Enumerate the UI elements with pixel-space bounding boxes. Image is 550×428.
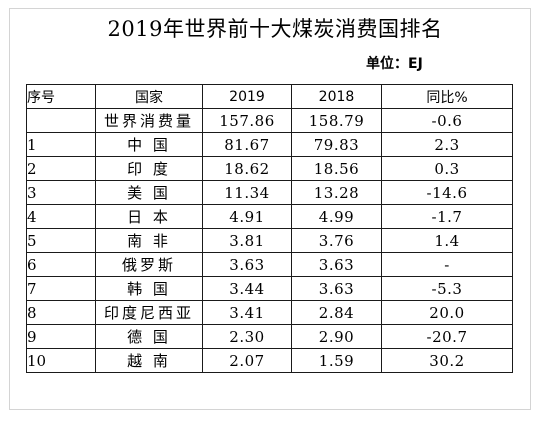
rank-cell: 9 xyxy=(26,324,96,349)
yoy-cell: 1.4 xyxy=(381,228,513,253)
country-cell: 俄罗斯 xyxy=(95,252,203,277)
rank-cell: 8 xyxy=(26,300,96,325)
value-2019-cell: 18.62 xyxy=(202,156,292,181)
value-2019-cell: 11.34 xyxy=(202,180,292,205)
rank-cell xyxy=(26,108,96,133)
country-cell: 越 南 xyxy=(95,348,203,373)
value-2018-cell: 2.84 xyxy=(291,300,382,325)
country-cell: 南 非 xyxy=(95,228,203,253)
country-cell: 韩 国 xyxy=(95,276,203,301)
country-cell: 德 国 xyxy=(95,324,203,349)
rank-cell: 6 xyxy=(26,252,96,277)
value-2019-cell: 157.86 xyxy=(202,108,292,133)
value-2019-cell: 4.91 xyxy=(202,204,292,229)
yoy-cell: -14.6 xyxy=(381,180,513,205)
table-row: 8 印度尼西亚 3.41 2.84 20.0 xyxy=(26,300,513,325)
value-2018-cell: 4.99 xyxy=(291,204,382,229)
value-2019-cell: 3.41 xyxy=(202,300,292,325)
yoy-cell: 0.3 xyxy=(381,156,513,181)
yoy-cell: -1.7 xyxy=(381,204,513,229)
header-2018: 2018 xyxy=(291,84,382,109)
yoy-cell: -5.3 xyxy=(381,276,513,301)
rank-cell: 4 xyxy=(26,204,96,229)
yoy-cell: 2.3 xyxy=(381,132,513,157)
value-2018-cell: 1.59 xyxy=(291,348,382,373)
rank-cell: 10 xyxy=(26,348,96,373)
value-2019-cell: 3.63 xyxy=(202,252,292,277)
value-2018-cell: 2.90 xyxy=(291,324,382,349)
country-cell: 印 度 xyxy=(95,156,203,181)
ranking-table: 序号 国家 2019 2018 同比% 世界消费量 157.86 158.79 -0.… xyxy=(26,84,513,373)
value-2018-cell: 3.63 xyxy=(291,276,382,301)
country-cell: 美 国 xyxy=(95,180,203,205)
value-2018-cell: 79.83 xyxy=(291,132,382,157)
country-cell: 日 本 xyxy=(95,204,203,229)
rank-cell: 5 xyxy=(26,228,96,253)
value-2018-cell: 3.76 xyxy=(291,228,382,253)
value-2019-cell: 3.44 xyxy=(202,276,292,301)
header-rank: 序号 xyxy=(26,84,96,109)
value-2018-cell: 18.56 xyxy=(291,156,382,181)
table-row: 世界消费量 157.86 158.79 -0.6 xyxy=(26,108,513,133)
value-2019-cell: 2.30 xyxy=(202,324,292,349)
value-2019-cell: 81.67 xyxy=(202,132,292,157)
yoy-cell: - xyxy=(381,252,513,277)
country-cell: 中 国 xyxy=(95,132,203,157)
value-2019-cell: 3.81 xyxy=(202,228,292,253)
value-2018-cell: 158.79 xyxy=(291,108,382,133)
yoy-cell: 30.2 xyxy=(381,348,513,373)
header-2019: 2019 xyxy=(202,84,292,109)
table-row: 6 俄罗斯 3.63 3.63- xyxy=(26,252,513,277)
unit-label: 单位：EJ xyxy=(366,56,423,72)
yoy-cell: -20.7 xyxy=(381,324,513,349)
value-2018-cell: 3.63 xyxy=(291,252,382,277)
rank-cell: 7 xyxy=(26,276,96,301)
header-row: 序号 国家 2019 2018 同比% xyxy=(26,84,513,109)
value-2019-cell: 2.07 xyxy=(202,348,292,373)
header-country: 国家 xyxy=(95,84,203,109)
country-cell: 世界消费量 xyxy=(95,108,203,133)
rank-cell: 3 xyxy=(26,180,96,205)
page-title: 2019年世界前十大煤炭消费国排名 xyxy=(107,17,443,41)
yoy-cell: -0.6 xyxy=(381,108,513,133)
table-row: 10 越 南 2.07 1.59 30.2 xyxy=(26,348,513,373)
rank-cell: 2 xyxy=(26,156,96,181)
value-2018-cell: 13.28 xyxy=(291,180,382,205)
rank-cell: 1 xyxy=(26,132,96,157)
header-yoy: 同比% xyxy=(381,84,513,109)
country-cell: 印度尼西亚 xyxy=(95,300,203,325)
yoy-cell: 20.0 xyxy=(381,300,513,325)
